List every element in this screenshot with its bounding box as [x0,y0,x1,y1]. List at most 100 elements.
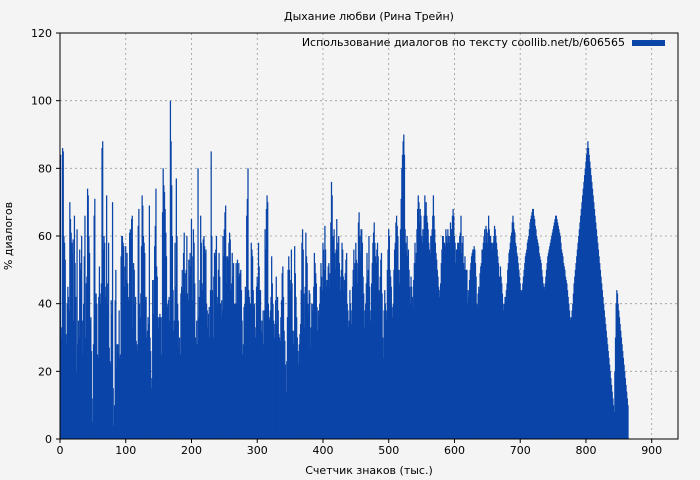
bar [504,296,506,439]
bar [539,256,541,439]
bar [605,323,607,439]
bar [172,290,174,439]
bar [397,236,399,439]
bar [595,222,597,439]
bar [288,269,291,439]
bar [618,317,621,439]
bar [88,236,90,439]
bar [197,168,199,440]
bar [553,222,555,439]
x-tick-label: 800 [575,444,596,457]
bar [540,263,542,439]
bar [347,310,349,439]
bar [365,303,367,439]
bar [166,307,168,439]
x-tick-label: 700 [510,444,531,457]
bar [496,249,498,439]
bar [417,195,419,439]
bar [163,192,166,439]
legend-label: Использование диалогов по тексту coollib… [302,36,625,49]
bar [406,236,408,439]
bar [294,246,296,439]
bar [448,236,450,439]
bar [338,263,341,439]
bar [332,236,334,439]
bar [213,252,216,439]
bar [232,263,235,439]
bar [535,229,537,439]
bar [473,246,475,439]
bar [206,310,208,439]
bar [165,232,167,439]
bar [337,242,339,439]
bar [284,340,286,439]
bar [595,229,598,439]
bar [371,263,373,439]
bar [588,154,590,440]
bar [271,283,273,439]
bar [533,215,535,439]
bar [84,337,87,439]
bar [587,148,590,440]
bar [340,269,342,439]
bar [159,317,162,439]
bar [370,283,373,439]
bar [330,222,332,439]
bar [203,236,205,439]
bar [541,269,543,439]
bar [359,236,361,439]
bar [481,249,483,439]
bar [433,215,435,439]
bar [261,334,264,439]
bar [246,215,248,439]
bar [155,266,158,439]
bar [376,242,379,439]
bar [82,354,84,439]
bar [61,148,64,440]
bar [275,276,277,439]
bar [531,212,533,439]
bar [309,293,311,439]
bar [395,215,398,439]
bar [107,303,109,439]
bar [181,269,183,439]
bar [426,215,428,439]
bar [574,269,577,439]
bar [451,215,454,439]
x-tick-label: 900 [641,444,662,457]
bar [440,283,442,439]
bar [299,334,301,439]
bar [270,296,272,439]
bar [294,273,296,439]
bar [386,310,388,439]
bar [66,303,68,439]
bar [356,283,358,439]
bar [213,276,215,439]
bar [394,242,396,439]
bar [484,229,486,439]
y-axis: 0 20 40 60 80 100 120 [31,27,60,446]
bar [253,303,256,439]
bar [164,208,166,439]
bar [218,252,220,439]
bar [554,219,556,439]
bar [236,259,239,439]
bar [157,327,160,439]
bar [583,175,586,439]
bar [253,307,255,439]
bar [235,263,237,439]
bar [363,293,365,439]
bar [564,269,566,439]
bar [429,252,431,439]
bar [397,269,400,439]
bar [395,222,397,439]
bar [461,242,463,439]
bar [549,242,552,439]
bar [407,256,409,439]
bar [518,269,520,439]
bar [85,283,87,439]
bar [345,252,348,439]
bar [428,249,431,439]
bar [443,242,446,439]
bar [488,229,490,439]
